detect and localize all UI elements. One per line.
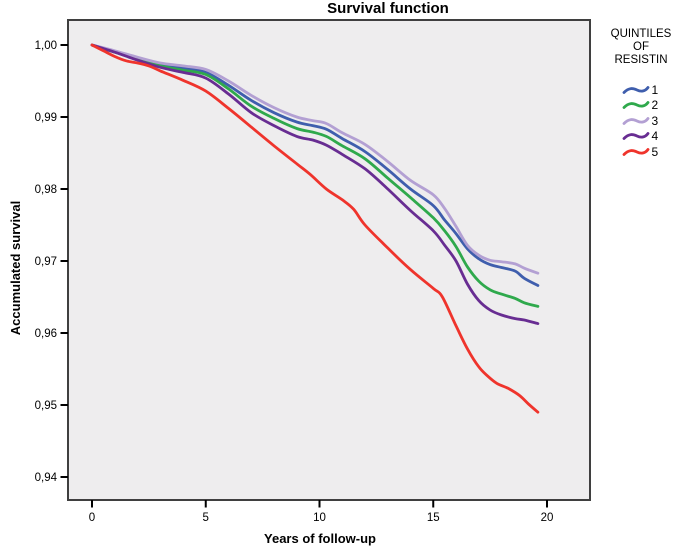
legend-line-swatch [622, 101, 649, 110]
legend-item-label: 3 [651, 113, 659, 128]
survival-curve-quintile-1 [90, 43, 540, 287]
x-tick-label: 15 [427, 512, 440, 524]
legend-item-quintile-4: 4 [597, 129, 685, 145]
y-tick-label: 1,00 [35, 40, 57, 52]
legend-line-swatch [622, 132, 649, 141]
x-axis-title: Years of follow-up [264, 531, 376, 546]
y-tick-label: 0,99 [35, 112, 57, 124]
x-tick-label: 5 [203, 512, 209, 524]
x-tick-label: 0 [89, 512, 95, 524]
survival-curve-quintile-4 [90, 43, 540, 325]
legend-item-quintile-5: 5 [597, 144, 685, 160]
legend-line-swatch [622, 85, 649, 94]
legend-item-label: 1 [651, 82, 659, 97]
legend-line-swatch [622, 147, 649, 156]
y-tick-label: 0,95 [35, 400, 57, 412]
y-axis-title: Accumulated survival [8, 200, 23, 336]
y-tick-label: 0,98 [35, 184, 57, 196]
legend-item-label: 4 [651, 129, 659, 144]
survival-curve-quintile-5 [90, 43, 540, 414]
survival-curve-quintile-3 [90, 43, 540, 275]
chart-title: Survival function [327, 0, 449, 17]
legend-item-label: 5 [651, 144, 659, 159]
y-tick-label: 0,96 [35, 328, 57, 340]
legend-item-label: 2 [651, 98, 659, 113]
legend-line-swatch [622, 116, 649, 125]
x-tick-label: 10 [313, 512, 326, 524]
legend-title: QUINTILES OF RESISTIN [610, 28, 672, 66]
plot-area [67, 19, 591, 501]
x-tick-label: 20 [541, 512, 554, 524]
legend-item-quintile-1: 1 [597, 82, 685, 98]
y-tick-label: 0,97 [35, 256, 57, 268]
survival-curve-quintile-2 [90, 43, 540, 308]
y-tick-label: 0,94 [35, 472, 58, 484]
legend-item-quintile-3: 3 [597, 113, 685, 129]
legend-item-quintile-2: 2 [597, 98, 685, 114]
